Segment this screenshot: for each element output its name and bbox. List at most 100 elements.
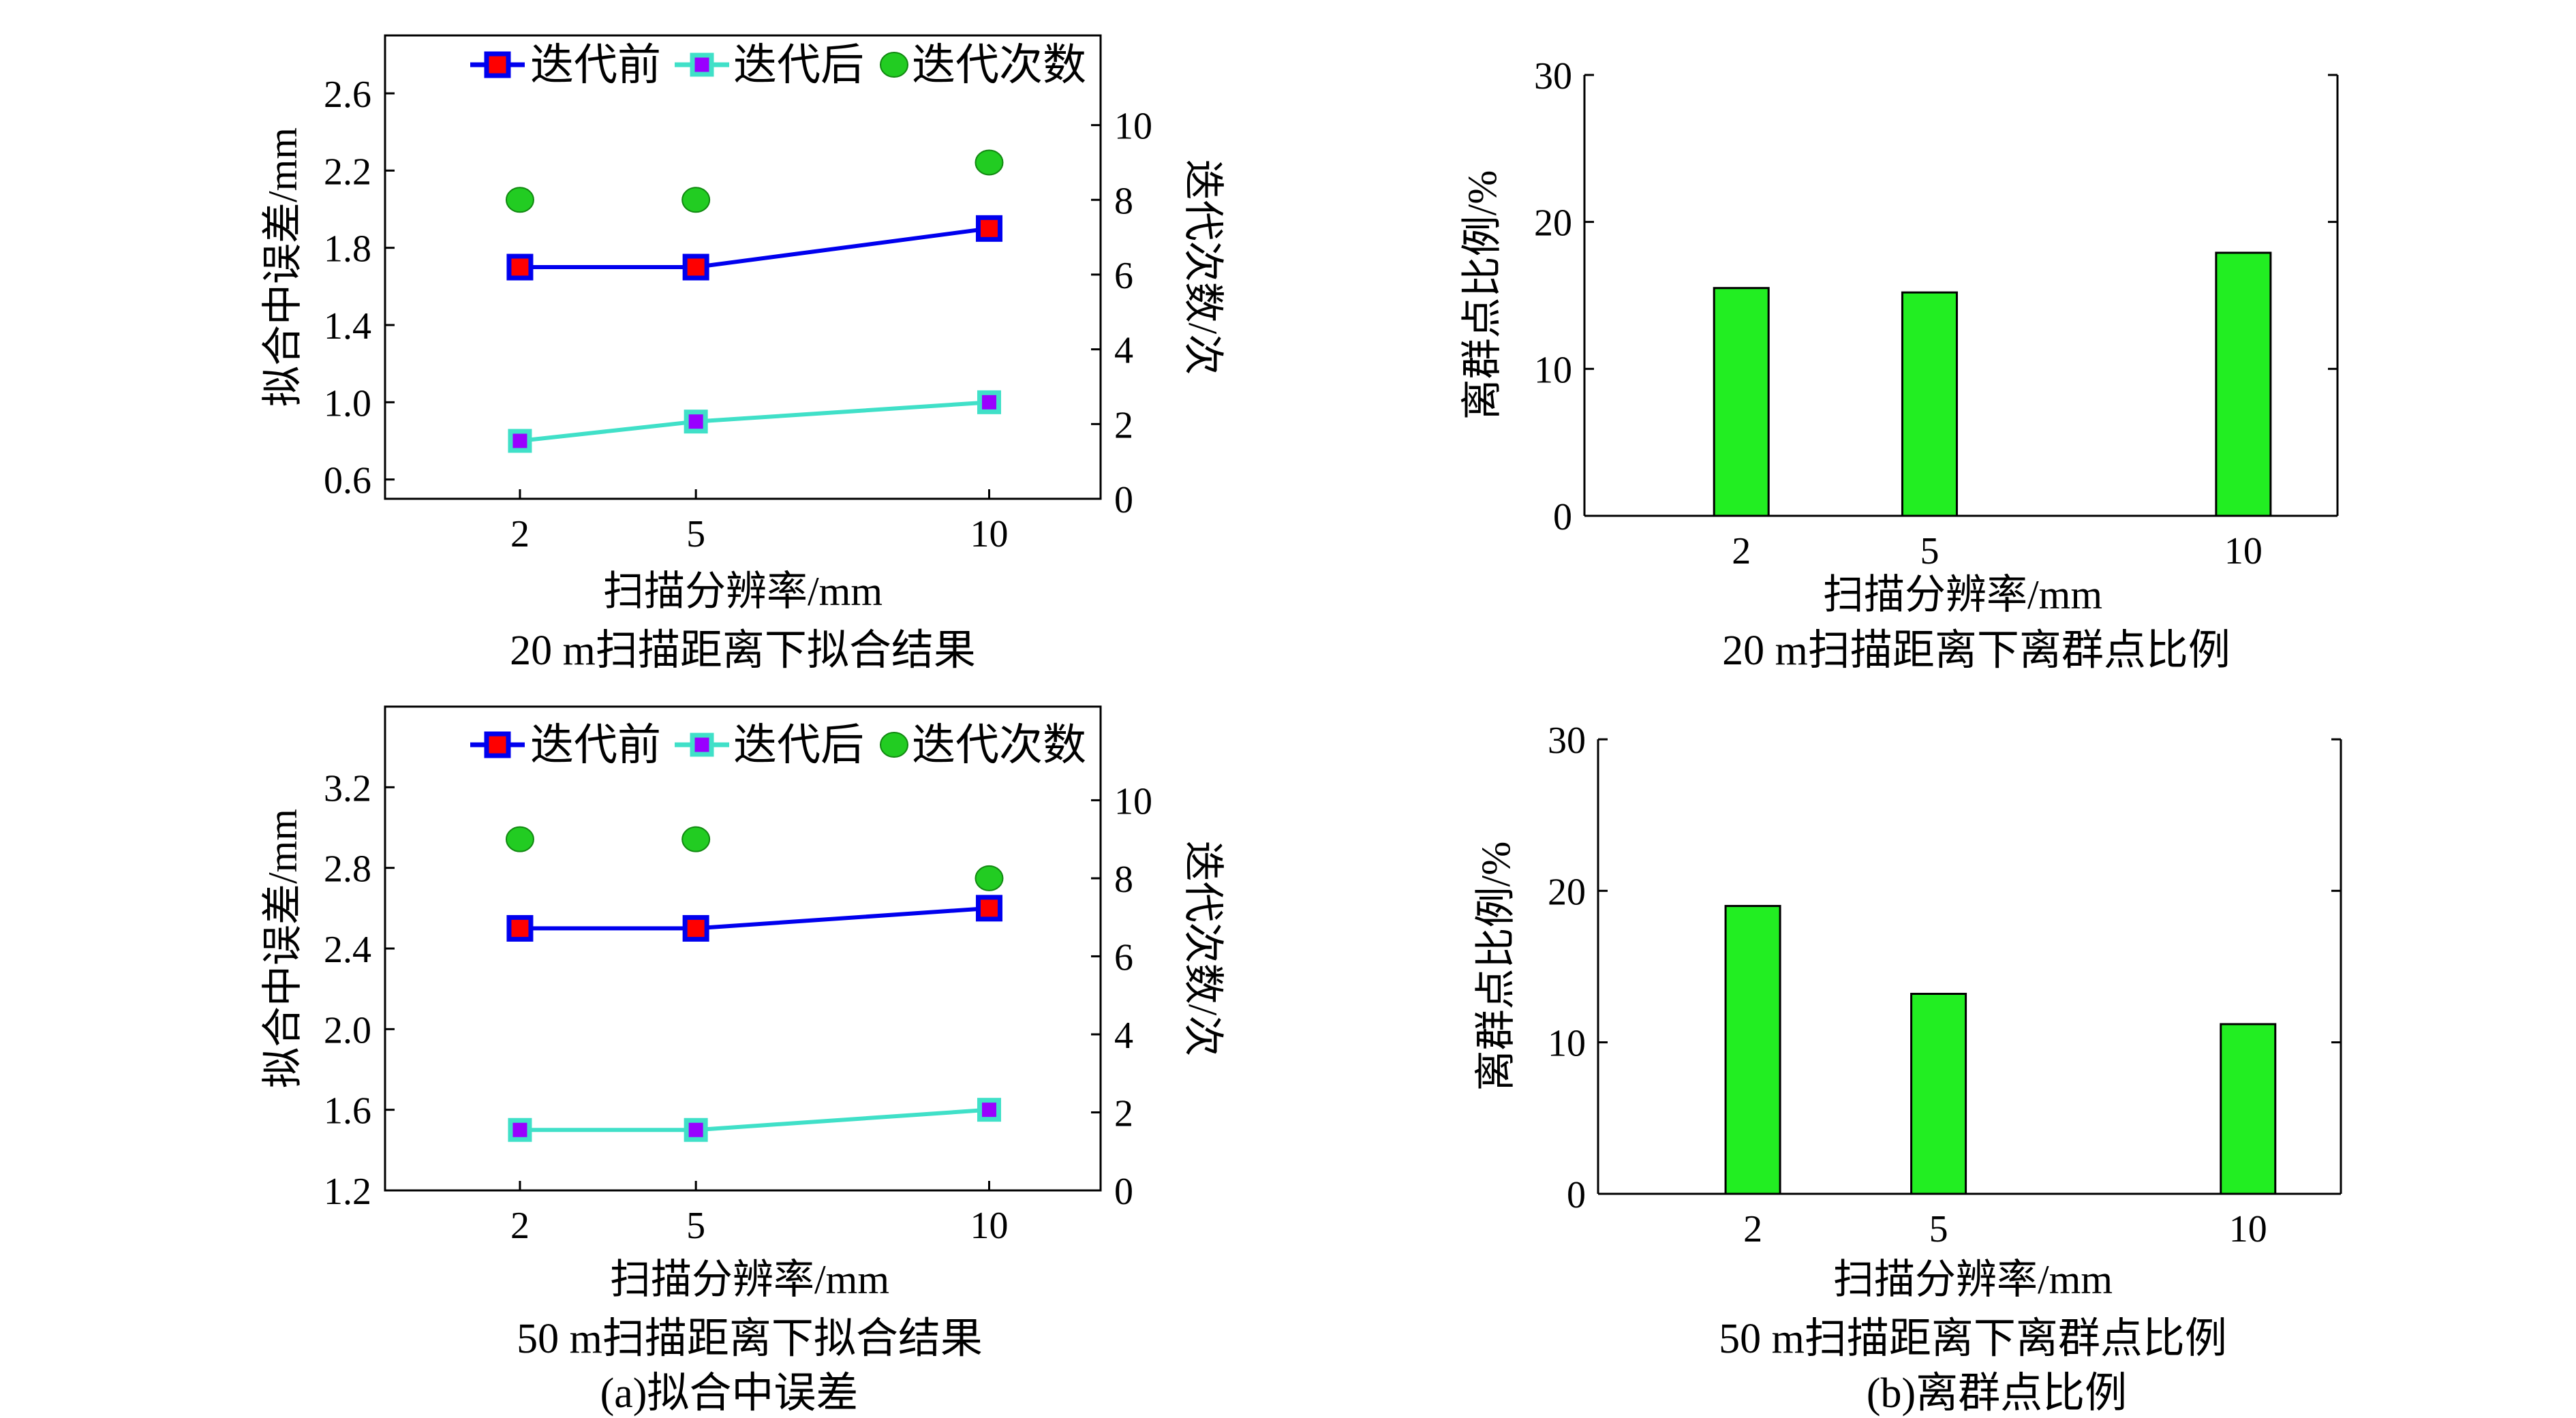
bar-layer (1713, 251, 2272, 517)
y-axis-label: 离群点比例/% (1473, 842, 1518, 1092)
count-point (975, 149, 1004, 176)
count-point (505, 187, 534, 213)
axis-ticks: 2 5 10 0.6 1.0 1.4 1.8 2.2 2.6 0 2 4 6 8 10 (324, 74, 1152, 555)
x-tick-label: 10 (970, 513, 1008, 555)
x-axis-label: 扫描分辨率/mm (1823, 572, 2102, 617)
bar (2215, 251, 2272, 517)
count-point (681, 826, 711, 852)
count-point (505, 826, 534, 852)
count-point (975, 865, 1004, 891)
after-point (684, 410, 708, 434)
y2-tick-label: 4 (1114, 330, 1133, 372)
legend-label-count: 迭代次数 (912, 41, 1086, 89)
axis-ticks: 0 10 20 30 2 5 10 (1548, 720, 2341, 1250)
count-point (681, 187, 711, 213)
bar (1713, 287, 1770, 517)
y-tick-label: 2.0 (324, 1009, 371, 1051)
axis-ticks: 0 10 20 30 2 5 10 (1534, 55, 2337, 572)
y-axis-label: 拟合中误差/mm (260, 127, 305, 407)
x-tick-label: 5 (686, 513, 705, 555)
y2-tick-label: 2 (1114, 404, 1133, 446)
bar (1910, 993, 1967, 1195)
y-tick-label: 2.2 (324, 151, 371, 193)
y-tick-label: 1.8 (324, 228, 371, 271)
y-tick-label: 0 (1567, 1174, 1586, 1216)
legend-marker-count (880, 732, 908, 758)
legend-marker-after (690, 52, 714, 77)
legend-marker-before (484, 51, 511, 78)
after-point (508, 429, 532, 453)
after-point (977, 390, 1001, 414)
y2-tick-label: 10 (1114, 106, 1152, 148)
y-axis-label: 拟合中误差/mm (260, 809, 305, 1088)
bar-chart-20m: 0 10 20 30 2 5 10 离群点比例/% 扫描分辨率/mm 20 m扫描距离下离群… (1460, 55, 2339, 674)
plot-frame (384, 34, 1102, 500)
legend: 迭代前 迭代后 迭代次数 (470, 41, 1086, 89)
y-tick-label: 2.6 (324, 74, 371, 116)
chart-title: 50 m扫描距离下拟合结果 (517, 1316, 983, 1362)
y-tick-label: 20 (1548, 871, 1586, 913)
chart-title: 50 m扫描距离下离群点比例 (1719, 1316, 2227, 1362)
caption-b: (b)离群点比例 (1867, 1370, 2127, 1417)
x-tick-label: 5 (1929, 1208, 1948, 1250)
after-point (508, 1118, 532, 1142)
y-tick-label: 30 (1548, 720, 1586, 762)
x-tick-label: 5 (686, 1205, 705, 1247)
before-point (975, 215, 1002, 242)
bar-chart-50m: 0 10 20 30 2 5 10 离群点比例/% 扫描分辨率/mm 50 m扫描距离下离群… (1473, 720, 2342, 1362)
caption-a: (a)拟合中误差 (600, 1370, 859, 1417)
y-tick-label: 10 (1548, 1023, 1586, 1065)
y-tick-label: 2.4 (324, 929, 371, 971)
legend-label-before: 迭代前 (530, 721, 661, 769)
y-tick-label: 30 (1534, 55, 1572, 97)
before-point (506, 253, 534, 281)
x-tick-label: 10 (2229, 1208, 2267, 1250)
y-axis-label: 离群点比例/% (1460, 170, 1505, 420)
y-tick-label: 2.8 (324, 848, 371, 891)
before-point (682, 914, 709, 942)
after-point (684, 1118, 708, 1142)
x-axis-label: 扫描分辨率/mm (603, 569, 883, 614)
legend-marker-count (880, 52, 908, 78)
bar (1724, 905, 1781, 1195)
y2-tick-label: 8 (1114, 180, 1133, 222)
bar (2220, 1023, 2277, 1195)
legend-label-after: 迭代后 (733, 41, 864, 89)
y2-tick-label: 6 (1114, 936, 1133, 978)
x-tick-label: 10 (2224, 530, 2263, 572)
series-layer (505, 149, 1004, 453)
legend-label-count: 迭代次数 (912, 721, 1086, 769)
y-tick-label: 0.6 (324, 460, 371, 502)
y2-tick-label: 0 (1114, 1171, 1133, 1213)
y-tick-label: 1.4 (324, 305, 371, 348)
x-tick-label: 2 (510, 1205, 530, 1247)
legend-label-before: 迭代前 (530, 41, 661, 89)
line-chart-50m: 2 5 10 1.2 1.6 2.0 2.4 2.8 3.2 0 2 4 6 8 10 迭代前 迭代后 迭代… (260, 705, 1225, 1362)
y2-tick-label: 10 (1114, 780, 1152, 822)
before-point (682, 253, 709, 281)
y-tick-label: 1.6 (324, 1090, 371, 1132)
bar (1901, 291, 1958, 517)
axis-ticks: 2 5 10 1.2 1.6 2.0 2.4 2.8 3.2 0 2 4 6 8 10 (324, 767, 1152, 1247)
y-tick-label: 10 (1534, 349, 1572, 391)
x-axis-label: 扫描分辨率/mm (1833, 1257, 2113, 1302)
chart-title: 20 m扫描距离下离群点比例 (1722, 628, 2230, 674)
y2-tick-label: 8 (1114, 859, 1133, 901)
after-point (977, 1098, 1001, 1122)
y2-tick-label: 2 (1114, 1092, 1133, 1135)
legend-label-after: 迭代后 (733, 721, 864, 769)
y2-tick-label: 4 (1114, 1015, 1133, 1057)
legend-marker-after (690, 733, 714, 757)
y2-axis-label: 迭代次数/次 (1180, 841, 1225, 1057)
y-tick-label: 1.0 (324, 382, 371, 425)
legend-marker-before (484, 731, 511, 758)
x-tick-label: 2 (510, 513, 530, 555)
x-axis-label: 扫描分辨率/mm (610, 1257, 889, 1302)
x-tick-label: 10 (970, 1205, 1008, 1247)
before-point (975, 895, 1002, 922)
line-chart-20m: 2 5 10 0.6 1.0 1.4 1.8 2.2 2.6 0 2 4 6 8 10 迭代前 迭代后 迭代… (260, 34, 1225, 674)
y-tick-label: 0 (1553, 496, 1572, 538)
x-tick-label: 5 (1920, 530, 1939, 572)
